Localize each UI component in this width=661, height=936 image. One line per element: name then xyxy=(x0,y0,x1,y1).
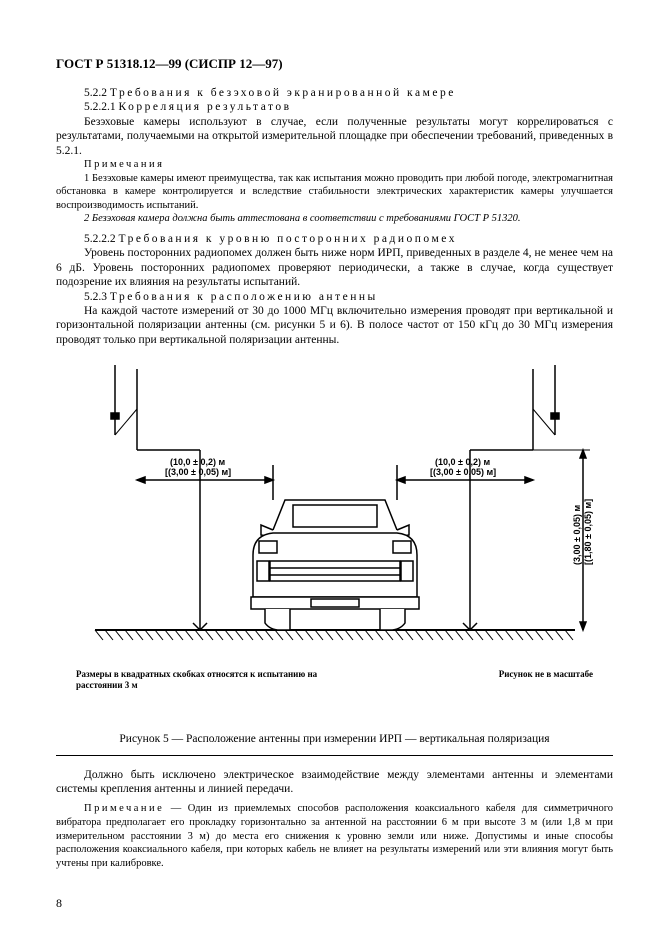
note-prefix: Примечание xyxy=(84,803,164,814)
section-title: Требования к безэховой экранированной ка… xyxy=(110,87,456,99)
section-number: 5.2.2 xyxy=(84,87,107,99)
dim-label: (3,00 ± 0,05) м xyxy=(572,505,582,565)
paragraph: Уровень посторонних радиопомех должен бы… xyxy=(56,246,613,289)
note-3: Примечание — Один из приемлемых способов… xyxy=(56,802,613,870)
paragraph: На каждой частоте измерений от 30 до 100… xyxy=(56,304,613,347)
section-5-2-3: 5.2.3 Требования к расположению антенны xyxy=(56,290,613,304)
section-5-2-2-1: 5.2.2.1 Корреляция результатов xyxy=(56,100,613,114)
page-number: 8 xyxy=(56,896,62,911)
separator xyxy=(56,755,613,756)
paragraph: Должно быть исключено электрическое взаи… xyxy=(56,768,613,797)
section-number: 5.2.2.1 xyxy=(84,101,116,113)
note-2: 2 Безэховая камера должна быть аттестова… xyxy=(56,212,613,226)
document-header: ГОСТ Р 51318.12—99 (СИСПР 12—97) xyxy=(56,56,613,72)
figure-note-left: Размеры в квадратных скобках относятся к… xyxy=(76,669,336,691)
note-1: 1 Безэховые камеры имеют преимущества, т… xyxy=(56,172,613,213)
dim-label: [(3,00 ± 0,05) м] xyxy=(165,467,231,477)
figure-note-right: Рисунок не в масштабе xyxy=(499,669,593,691)
dim-label: [(3,00 ± 0,05) м] xyxy=(430,467,496,477)
section-5-2-2-2: 5.2.2.2 Требования к уровню посторонних … xyxy=(56,232,613,246)
dim-label: (10,0 ± 0,2) м xyxy=(435,457,490,467)
dim-label: [(1,80 ± 0,05) м] xyxy=(583,499,593,565)
figure-caption: Рисунок 5 — Расположение антенны при изм… xyxy=(56,733,613,745)
notes-heading: Примечания xyxy=(56,158,613,172)
paragraph: Безэховые камеры используют в случае, ес… xyxy=(56,115,613,158)
section-title: Корреляция результатов xyxy=(119,101,292,113)
section-title: Требования к уровню посторонних радиопом… xyxy=(119,233,457,245)
figure-5: (10,0 ± 0,2) м [(3,00 ± 0,05) м] (10,0 ±… xyxy=(56,365,613,745)
section-title: Требования к расположению антенны xyxy=(110,291,378,303)
section-number: 5.2.3 xyxy=(84,291,107,303)
section-5-2-2: 5.2.2 Требования к безэховой экранирован… xyxy=(56,86,613,100)
dim-label: (10,0 ± 0,2) м xyxy=(170,457,225,467)
section-number: 5.2.2.2 xyxy=(84,233,116,245)
